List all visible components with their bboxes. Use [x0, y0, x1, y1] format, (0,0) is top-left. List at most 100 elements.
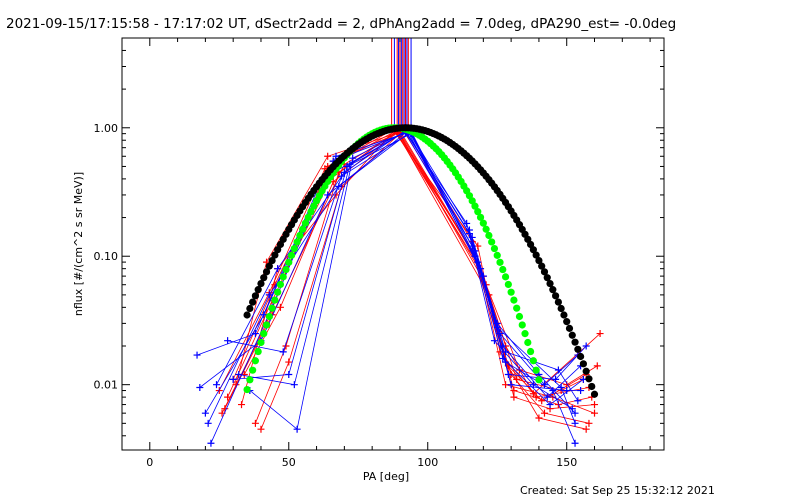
data-point-marker [596, 330, 604, 338]
data-point-marker [338, 172, 346, 180]
x-tick-label: 150 [556, 456, 577, 469]
fit-curve-dot [268, 256, 276, 265]
data-point-marker [493, 323, 501, 331]
fit-curve-dot [260, 330, 268, 338]
fit-curve-dot [262, 268, 271, 276]
data-point-marker [229, 375, 237, 383]
x-tick-label: 100 [417, 456, 438, 469]
blue-series-line [233, 133, 581, 391]
data-point-marker [540, 409, 548, 417]
fit-curve-dot [563, 318, 571, 326]
fit-curve-dot [532, 366, 540, 374]
plot-frame [121, 37, 665, 451]
fit-curve-dot [499, 265, 507, 274]
data-point-marker [235, 370, 243, 378]
fit-curve-dot [310, 202, 318, 210]
fit-curve-dot [582, 367, 590, 375]
y-tick-label: 0.10 [94, 250, 119, 263]
fit-curve-dot [571, 338, 579, 346]
data-point-marker [535, 414, 543, 422]
fit-curve-dot [529, 246, 537, 254]
fit-curve-dot [501, 273, 510, 281]
fit-curve-dot [496, 258, 504, 266]
fit-curve-dot [290, 244, 298, 253]
fit-curve-dot [243, 311, 251, 319]
data-point-marker [324, 191, 332, 199]
fit-curve-dot [524, 338, 532, 347]
data-point-marker [224, 337, 232, 345]
data-point-marker [571, 439, 579, 447]
chart-title: 2021-09-15/17:15:58 - 17:17:02 UT, dSect… [6, 16, 676, 32]
fit-curve-dot [271, 296, 279, 304]
data-point-marker [285, 370, 293, 378]
fit-curve-dot [476, 213, 485, 221]
fit-curve-dot [549, 286, 557, 294]
x-tick-label: 50 [282, 456, 296, 469]
data-point-marker [571, 419, 579, 427]
data-point-marker [193, 351, 201, 359]
fit-curve-dot [552, 292, 560, 300]
data-point-marker [293, 425, 301, 433]
x-axis: 0 50 100 150 [146, 38, 651, 469]
fit-curve-dot [535, 256, 543, 265]
data-point-marker [582, 425, 590, 433]
data-point-marker [540, 381, 548, 389]
data-point-marker [274, 265, 282, 273]
fit-curve-dot [532, 251, 540, 259]
red-series-line [260, 133, 598, 430]
fit-curve-dot [513, 304, 521, 312]
data-point-marker [213, 381, 221, 389]
blue-series-line [227, 131, 584, 406]
x-tick-label: 0 [146, 456, 153, 469]
data-point-marker [465, 226, 473, 234]
fit-curve-dot [282, 265, 290, 274]
fit-curve-dot [518, 321, 526, 329]
data-point-marker [543, 393, 551, 401]
data-point-marker [279, 348, 287, 356]
data-point-marker [571, 409, 579, 417]
fit-curve-dot [554, 298, 562, 306]
data-point-marker [591, 409, 599, 417]
fit-curve-dot [262, 321, 271, 329]
data-point-marker [490, 337, 498, 345]
fit-curve-dot [257, 338, 265, 347]
fit-curve-dot [268, 304, 276, 312]
fit-curve-dot [588, 382, 596, 391]
y-axis: 0.01 0.10 1.00 [94, 37, 664, 437]
blue-series-line [238, 129, 576, 424]
fit-curve-dot [585, 375, 593, 383]
data-point-marker [265, 291, 273, 299]
fit-curve-dot [510, 296, 518, 304]
fit-curve-dot [265, 262, 273, 270]
fit-curve-dot [488, 238, 496, 246]
data-point-marker [207, 439, 215, 447]
data-point-marker [529, 381, 537, 389]
fit-curve-dot [560, 311, 568, 319]
fit-curve-dot [301, 219, 310, 227]
fit-curve-dot [579, 360, 587, 368]
data-point-marker [591, 401, 599, 409]
data-point-marker [529, 390, 537, 398]
fit-curve-dot [482, 225, 490, 233]
fit-curve-dot [265, 312, 273, 321]
fit-curve-dot [521, 330, 529, 338]
y-axis-label: nflux [#/(cm^2 s sr MeV)] [72, 172, 85, 316]
data-point-marker [582, 342, 590, 350]
data-point-marker [499, 354, 507, 362]
fit-curve-dot [504, 280, 512, 289]
red-series-line [235, 132, 595, 410]
data-point-marker [251, 419, 259, 427]
fit-curve-dot [590, 390, 599, 398]
red-series-line [218, 131, 590, 398]
fit-curve-dot [565, 324, 574, 332]
data-point-marker [332, 152, 340, 160]
fit-curve-dot [251, 292, 260, 300]
fit-curve-dot [538, 262, 546, 270]
red-series-line [232, 131, 595, 414]
created-timestamp: Created: Sat Sep 25 15:32:12 2021 [520, 484, 715, 497]
data-point-marker [290, 381, 298, 389]
data-point-marker [507, 381, 515, 389]
data-point-marker [574, 397, 582, 405]
fit-curve-dot [296, 231, 304, 240]
fit-curve-dot [529, 357, 537, 365]
